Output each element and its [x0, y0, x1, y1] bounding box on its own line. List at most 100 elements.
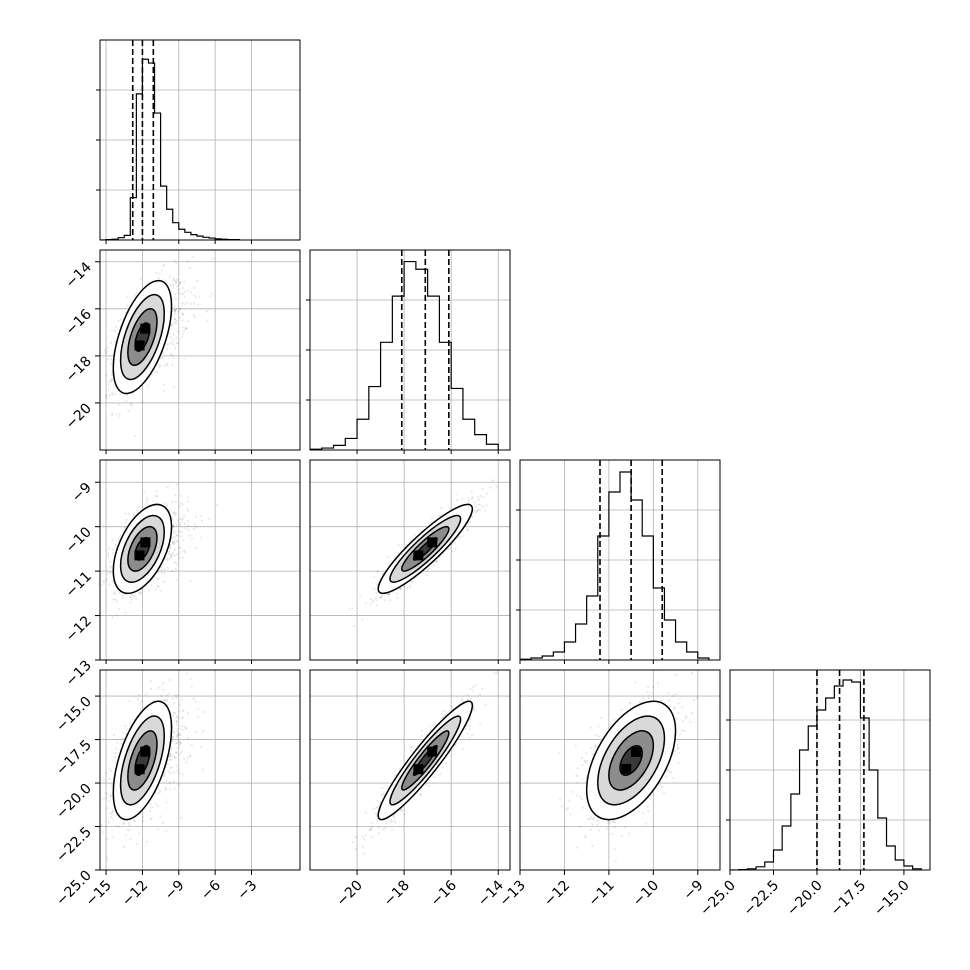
scatter-point [359, 595, 362, 598]
panel-frame [309, 669, 511, 871]
scatter-point [166, 343, 169, 347]
scatter-point [112, 598, 115, 601]
scatter-point [175, 281, 178, 284]
scatter-point [174, 539, 178, 543]
scatter-point [139, 708, 143, 711]
scatter-point [460, 697, 464, 700]
scatter-point [184, 527, 187, 530]
scatter-point [173, 787, 176, 790]
scatter-point [420, 734, 423, 737]
scatter-point [170, 555, 173, 558]
scatter-point [175, 751, 178, 754]
scatter-point [182, 710, 185, 713]
scatter-point [119, 534, 122, 537]
pair-panel-3-1 [309, 669, 511, 871]
density-cell [134, 764, 145, 775]
scatter-point [460, 700, 464, 703]
scatter-point [171, 736, 174, 739]
scatter-point [455, 493, 458, 496]
scatter-point [595, 746, 598, 749]
scatter-point [178, 546, 181, 549]
scatter-point [445, 762, 448, 765]
scatter-point [133, 819, 137, 823]
scatter-point [135, 509, 139, 512]
scatter-point [172, 735, 175, 738]
scatter-point [175, 723, 179, 727]
scatter-point [166, 698, 169, 701]
scatter-point [479, 494, 482, 498]
scatter-point [168, 332, 171, 335]
scatter-point [371, 822, 374, 825]
scatter-point [176, 727, 180, 730]
scatter-point [431, 517, 434, 520]
scatter-point [479, 722, 482, 725]
scatter-point [588, 818, 591, 821]
scatter-point [171, 322, 174, 325]
scatter-point [175, 534, 178, 537]
scatter-point [594, 734, 597, 737]
scatter-point [149, 809, 152, 812]
scatter-point [677, 711, 680, 715]
scatter-point [161, 821, 164, 824]
scatter-point [195, 296, 198, 299]
scatter-point [448, 547, 451, 550]
scatter-point [393, 819, 396, 823]
scatter-point [171, 501, 174, 504]
scatter-point [175, 751, 178, 754]
scatter-point [420, 729, 424, 733]
scatter-point [169, 772, 172, 775]
scatter-point [133, 294, 137, 297]
scatter-point [102, 580, 105, 583]
scatter-point [161, 269, 164, 272]
scatter-point [646, 685, 650, 689]
scatter-point [174, 312, 177, 315]
scatter-point [163, 364, 167, 367]
scatter-point [179, 752, 182, 755]
scatter-point [174, 279, 177, 282]
scatter-point [190, 743, 193, 746]
scatter-point [163, 771, 166, 774]
scatter-point [185, 672, 189, 675]
scatter-point [174, 309, 177, 312]
scatter-point [495, 671, 499, 674]
scatter-point [390, 828, 394, 831]
scatter-point [355, 836, 358, 839]
scatter-point [200, 536, 203, 539]
scatter-point [479, 504, 482, 507]
scatter-point [647, 694, 650, 697]
scatter-point [440, 712, 443, 716]
scatter-point [197, 707, 200, 710]
scatter-point [454, 547, 457, 550]
scatter-point [467, 497, 470, 500]
scatter-point [126, 304, 129, 307]
scatter-point [170, 354, 174, 357]
scatter-point [179, 741, 182, 744]
scatter-point [175, 563, 179, 566]
scatter-point [114, 392, 117, 396]
scatter-point [387, 821, 390, 824]
scatter-point [387, 593, 391, 596]
scatter-point [585, 759, 589, 762]
scatter-point [395, 592, 398, 595]
scatter-point [473, 501, 476, 504]
scatter-point [393, 816, 396, 819]
scatter-point [157, 585, 160, 588]
contour-line [119, 715, 165, 806]
scatter-point [163, 568, 166, 571]
scatter-point [136, 843, 139, 846]
scatter-point [132, 514, 135, 517]
scatter-point [392, 815, 395, 818]
scatter-point [373, 575, 376, 578]
scatter-point [111, 580, 114, 583]
scatter-point [171, 754, 174, 757]
panel-frame [309, 459, 511, 661]
scatter-point [141, 400, 144, 403]
scatter-point [173, 548, 176, 551]
density-cell [140, 746, 151, 757]
scatter-point [444, 713, 447, 716]
scatter-point [435, 560, 438, 564]
scatter-point [124, 512, 127, 515]
pair-content [103, 255, 214, 438]
scatter-point [110, 783, 114, 786]
panel-frame [519, 459, 721, 661]
